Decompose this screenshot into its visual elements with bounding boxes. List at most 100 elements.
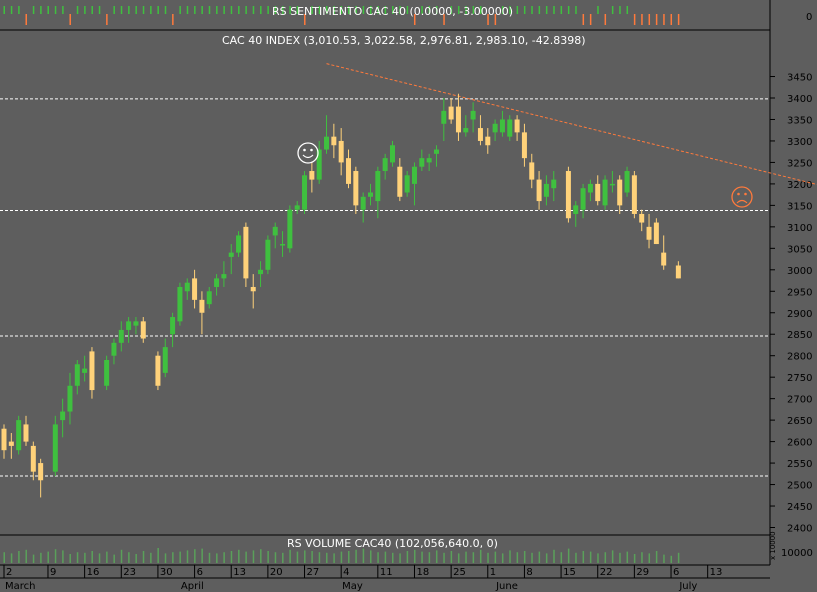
sentiment-bar <box>582 14 585 25</box>
volume-axis-label: 10000 <box>781 548 813 559</box>
candle <box>507 115 513 141</box>
volume-bar <box>421 551 423 563</box>
sentiment-bar <box>516 6 519 14</box>
candle-body <box>170 317 176 335</box>
candle <box>529 153 535 189</box>
candle-body <box>485 136 491 146</box>
sentiment-bar <box>545 6 548 14</box>
volume-bar <box>135 554 137 563</box>
sentiment-bar <box>575 6 577 14</box>
volume-bar <box>260 549 262 563</box>
volume-bar <box>106 551 108 563</box>
candle <box>587 179 593 202</box>
volume-bar <box>120 549 123 563</box>
sentiment-bar <box>91 6 93 14</box>
candle <box>411 162 417 206</box>
candle-body <box>499 119 505 133</box>
sentiment-bar <box>648 14 651 25</box>
volume-bar <box>413 549 416 563</box>
volume-bar <box>670 555 673 563</box>
sentiment-bar <box>201 6 203 14</box>
sentiment-bar <box>538 6 541 14</box>
sentiment-bar <box>304 14 306 25</box>
sentiment-bar <box>523 6 526 14</box>
frown-eye <box>744 192 747 196</box>
candle-body <box>23 424 29 442</box>
candle <box>368 183 373 206</box>
x-day-label: 15 <box>563 567 576 578</box>
y-tick-label: 2700 <box>787 395 812 406</box>
volume-bar <box>597 553 599 563</box>
candle-body <box>16 420 22 451</box>
candle <box>287 205 293 253</box>
volume-bar <box>641 552 643 563</box>
smiley-outline <box>297 142 319 164</box>
candle-body <box>331 136 337 146</box>
sentiment-bar <box>619 6 621 14</box>
candle-body <box>514 119 520 133</box>
sentiment-bar <box>223 6 225 14</box>
candle <box>8 433 14 459</box>
volume-bar <box>76 552 79 563</box>
candle-body <box>426 158 432 163</box>
sentiment-bar <box>560 6 563 14</box>
y-tick-label: 2400 <box>787 524 812 535</box>
volume-bar <box>399 553 401 563</box>
sentiment-bar <box>230 6 233 14</box>
x-day-label: 11 <box>380 567 393 578</box>
y-tick-label: 2600 <box>787 438 812 449</box>
sentiment-bar <box>362 6 365 14</box>
volume-bar <box>582 551 585 563</box>
candle-body <box>397 166 403 197</box>
candle <box>631 171 637 219</box>
volume-bar <box>443 552 445 563</box>
sentiment-bar <box>326 6 328 14</box>
volume-bar <box>296 551 299 563</box>
sentiment-bar <box>32 6 35 14</box>
sentiment-panel-title: RS SENTIMENTO CAC 40 (0.0000, -3.00000) <box>272 5 513 18</box>
volume-bar <box>391 552 394 563</box>
candle <box>602 175 608 210</box>
y-tick-label: 3000 <box>787 266 812 277</box>
candle <box>433 145 439 167</box>
candle <box>675 261 681 279</box>
volume-bar <box>589 551 592 563</box>
sentiment-bar <box>597 6 599 14</box>
volume-bar <box>326 552 328 563</box>
volume-bar <box>509 550 511 563</box>
sentiment-bar <box>289 6 291 14</box>
sentiment-bar <box>589 14 592 25</box>
volume-bar <box>32 554 35 563</box>
sentiment-bar <box>252 6 255 14</box>
sentiment-bar <box>391 6 394 14</box>
volume-bar <box>333 553 335 563</box>
sentiment-bar <box>98 6 101 14</box>
candle-body <box>243 226 249 279</box>
x-day-label: 1 <box>490 567 496 578</box>
volume-bar <box>157 548 159 563</box>
volume-bar <box>370 550 372 563</box>
candle-body <box>389 145 395 163</box>
sentiment-bar <box>487 14 489 25</box>
candle <box>573 201 579 227</box>
sentiment-bar <box>355 6 357 14</box>
candle-body <box>529 162 535 180</box>
candle <box>338 128 344 176</box>
candle-body <box>653 222 659 245</box>
candle-body <box>477 128 483 141</box>
candle-body <box>30 445 36 472</box>
candle-body <box>382 158 388 172</box>
candle <box>89 347 95 399</box>
candle-body <box>192 278 198 300</box>
volume-bar <box>186 550 189 563</box>
volume-bar <box>238 549 240 563</box>
volume-bar <box>626 551 629 563</box>
sentiment-axis-label: 0 <box>806 12 812 23</box>
x-axis: 2 9 16 23 30 6 13 20 27 4 11 18 25 1 8 15 22 29 6 13 March A… <box>0 564 770 592</box>
y-tick-label: 3350 <box>787 115 812 126</box>
volume-bar <box>274 552 277 563</box>
candle <box>397 158 403 202</box>
frown-outline <box>731 186 753 208</box>
y-tick-label: 3450 <box>787 73 812 84</box>
